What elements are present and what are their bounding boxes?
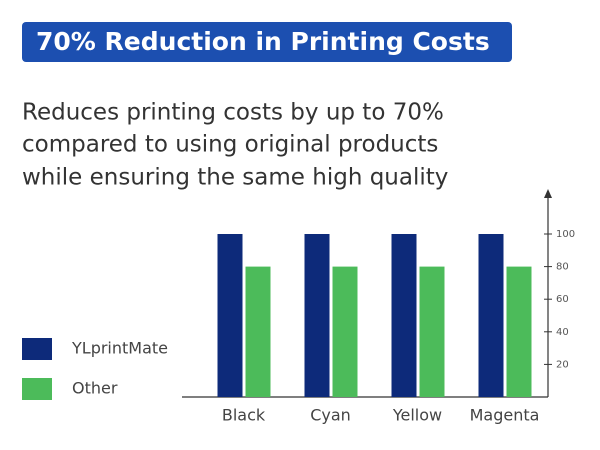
y-tick-label: 80 — [556, 262, 569, 273]
y-tick-label: 40 — [556, 327, 569, 338]
legend-swatch — [22, 378, 52, 400]
title-banner — [22, 22, 512, 62]
legend-swatch — [22, 338, 52, 360]
legend-label: YLprintMate — [71, 339, 168, 358]
subtitle-line: compared to using original products — [22, 132, 438, 158]
y-tick-label: 60 — [556, 294, 569, 305]
bar — [332, 266, 358, 397]
x-tick-label: Black — [222, 406, 266, 425]
bar — [478, 234, 504, 397]
bar — [506, 266, 532, 397]
y-tick-label: 20 — [556, 359, 569, 370]
subtitle-line: Reduces printing costs by up to 70% — [22, 100, 444, 126]
chart-title: 70% Reduction in Printing Costs — [36, 27, 490, 56]
x-tick-label: Yellow — [392, 406, 442, 425]
legend-label: Other — [72, 379, 118, 398]
axis-arrow — [544, 189, 552, 198]
bar — [304, 234, 330, 397]
bar — [419, 266, 445, 397]
bar — [245, 266, 271, 397]
bar — [391, 234, 417, 397]
x-tick-label: Cyan — [310, 406, 351, 425]
x-tick-label: Magenta — [470, 406, 540, 425]
subtitle-line: while ensuring the same high quality — [22, 165, 448, 191]
bar — [217, 234, 243, 397]
y-tick-label: 100 — [556, 229, 575, 240]
